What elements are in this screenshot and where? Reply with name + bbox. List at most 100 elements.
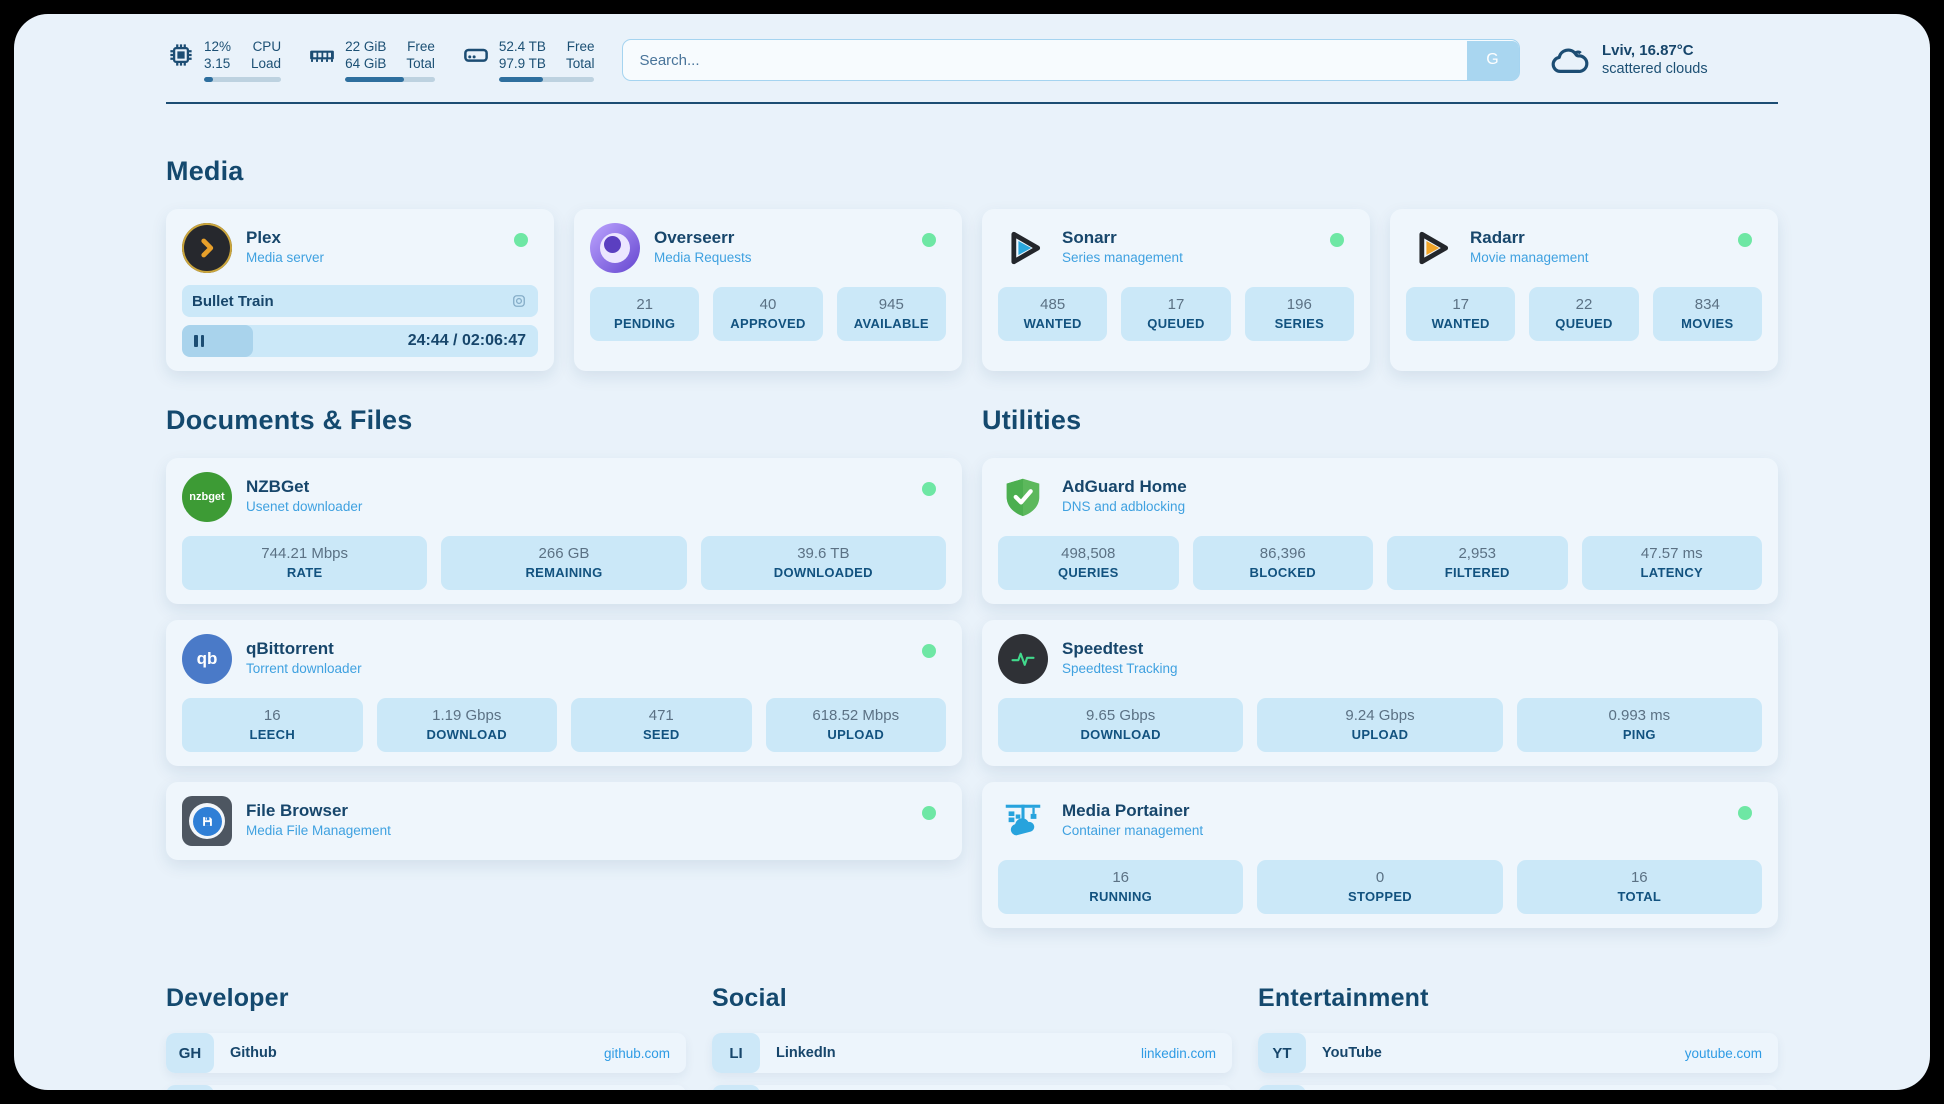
status-dot [1738,806,1752,820]
link-url: github.com [603,1045,670,1061]
link-badge: YT [1258,1033,1306,1073]
status-dot [922,644,936,658]
link-netflix[interactable]: NF Netflix netflix.com [1258,1085,1778,1090]
disk-total-value: 97.9 TB [498,56,546,71]
playback-progress-bar: 24:44 / 02:06:47 [182,325,538,357]
link-github[interactable]: GH Github github.com [166,1033,686,1073]
ram-label-1: Free [407,39,435,54]
stat-queued: 17 QUEUED [1121,287,1231,341]
nzbget-icon: nzbget [182,472,232,522]
app-name: File Browser [246,801,349,820]
system-metrics: 12% 3.15 CPU Load [166,38,595,82]
stat-available: 945 AVAILABLE [836,287,946,341]
disk-progress-bar [498,77,595,82]
disk-free-value: 52.4 TB [498,39,546,54]
ram-metric: 22 GiB 64 GiB Free Total [307,38,435,82]
link-twitter[interactable]: TW Twitter twitter.com [712,1085,1232,1090]
link-label: Github [230,1045,277,1061]
app-name: NZBGet [246,477,310,496]
ram-label-2: Total [406,56,435,71]
app-desc: Media Requests [654,250,752,265]
section-title-media: Media [166,156,244,186]
overseerr-icon [590,223,640,273]
cpu-usage-value: 12% [204,39,232,54]
status-dot [514,233,528,247]
stat-filtered: 2,953 FILTERED [1387,536,1568,590]
cpu-label-2: Load [251,56,282,71]
app-desc: Movie management [1470,250,1589,265]
ram-total-value: 64 GiB [345,56,387,71]
app-card-qbittorrent[interactable]: qb qBittorrent Torrent downloader 16 LEE… [166,620,962,766]
stat-wanted: 17 WANTED [1406,287,1516,341]
app-card-plex[interactable]: Plex Media server Bullet Train 24:44 / 0… [166,209,554,371]
status-dot [922,806,936,820]
section-title-social: Social [712,984,787,1012]
speedtest-icon [998,634,1048,684]
link-badge: LI [712,1033,760,1073]
ram-progress-bar [345,77,435,82]
status-dot [922,233,936,247]
disk-label-1: Free [566,39,595,54]
section-title-developer: Developer [166,984,289,1012]
app-card-speedtest[interactable]: Speedtest Speedtest Tracking 9.65 Gbps D… [982,620,1778,766]
link-stackoverflow[interactable]: SO StackOverflow stackoverflow.com [166,1085,686,1090]
stat-seed: 471 SEED [571,698,752,752]
stat-remaining: 266 GB REMAINING [441,536,687,590]
link-badge: NF [1258,1085,1306,1090]
cpu-load-value: 3.15 [204,56,231,71]
disk-icon [464,48,488,62]
app-card-radarr[interactable]: Radarr Movie management 17 WANTED 22 QUE… [1390,209,1778,371]
disk-label-2: Total [565,56,595,71]
link-label: YouTube [1322,1045,1382,1061]
search-engine-button[interactable]: G [1466,40,1519,80]
app-card-sonarr[interactable]: Sonarr Series management 485 WANTED 17 Q… [982,209,1370,371]
app-card-filebrowser[interactable]: File Browser Media File Management [166,782,962,860]
link-youtube[interactable]: YT YouTube youtube.com [1258,1033,1778,1073]
status-dot [1330,233,1344,247]
filebrowser-icon [182,796,232,846]
now-playing-row: Bullet Train [182,285,538,317]
app-card-adguard[interactable]: AdGuard Home DNS and adblocking 498,508 … [982,458,1778,604]
app-card-nzbget[interactable]: nzbget NZBGet Usenet downloader 744.21 M… [166,458,962,604]
playback-time: 24:44 / 02:06:47 [407,332,526,349]
dashboard-page: 12% 3.15 CPU Load [14,14,1930,1090]
app-desc: Media server [246,250,325,265]
stat-upload: 9.24 Gbps UPLOAD [1257,698,1503,752]
app-desc: Usenet downloader [246,499,363,514]
stat-latency: 47.57 ms LATENCY [1581,536,1762,590]
app-name: Sonarr [1062,228,1117,247]
link-group-developer: Developer GH Github github.com SO StackO… [166,984,686,1090]
ram-free-value: 22 GiB [345,39,387,54]
stat-rate: 744.21 Mbps RATE [182,536,428,590]
stat-pending: 21 PENDING [590,287,700,341]
section-title-documents: Documents & Files [166,405,413,435]
app-card-portainer[interactable]: Media Portainer Container management 16 … [982,782,1778,928]
link-group-social: Social LI LinkedIn linkedin.com TW Twitt… [712,984,1232,1090]
ram-icon [310,50,334,62]
app-desc: Container management [1062,823,1204,838]
search-input[interactable] [622,39,1520,81]
header-divider [166,102,1778,104]
status-dot [922,482,936,496]
link-group-entertainment: Entertainment YT YouTube youtube.com NF … [1258,984,1778,1090]
app-name: Media Portainer [1062,801,1190,820]
stat-queries: 498,508 QUERIES [998,536,1179,590]
weather-location: Lviv, 16.87°C [1602,42,1694,59]
adguard-icon [998,472,1048,522]
cpu-progress-bar [204,77,282,82]
disk-metric: 52.4 TB 97.9 TB Free Total [461,38,595,82]
link-linkedin[interactable]: LI LinkedIn linkedin.com [712,1033,1232,1073]
app-name: Speedtest [1062,639,1144,658]
portainer-icon [998,796,1048,846]
cloud-icon [1551,48,1589,73]
cpu-label-1: CPU [252,39,282,54]
weather-condition: scattered clouds [1602,61,1708,77]
link-badge: TW [712,1085,760,1090]
documents-column: Documents & Files nzbget NZBGet Usenet d… [166,405,962,860]
app-desc: Torrent downloader [246,661,362,676]
pause-icon [194,335,204,347]
now-playing-title: Bullet Train [192,292,274,310]
stat-leech: 16 LEECH [182,698,363,752]
app-card-overseerr[interactable]: Overseerr Media Requests 21 PENDING 40 A… [574,209,962,371]
